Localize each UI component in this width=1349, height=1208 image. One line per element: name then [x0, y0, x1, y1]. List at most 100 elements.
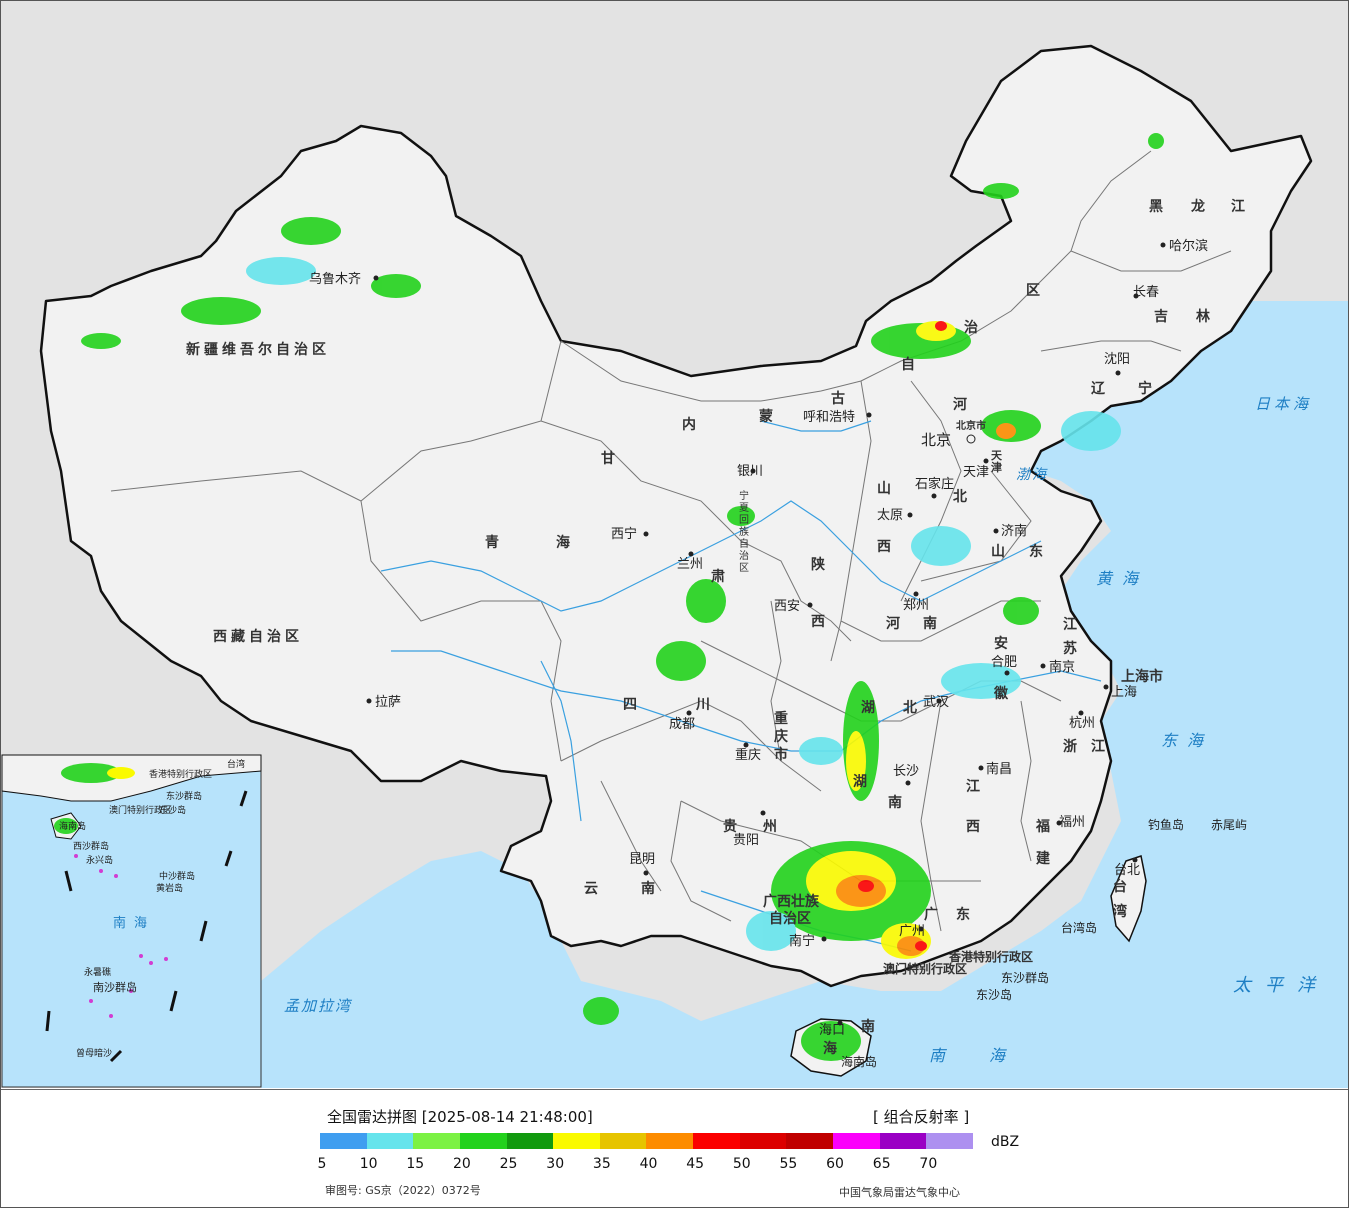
- legend-tick-label: 70: [919, 1156, 938, 1172]
- legend-tick-label: 50: [732, 1156, 751, 1172]
- legend-panel: 全国雷达拼图 [2025-08-14 21:48:00] [ 组合反射率 ] d…: [1, 1089, 1348, 1207]
- map-canvas: 新疆维吾尔自治区 西藏自治区 青 海 甘 肃 内 蒙 古 自 治 区 黑 龙 江…: [1, 1, 1348, 1088]
- label-hlj-2: 龙: [1190, 198, 1205, 215]
- city-hohhot: 呼和浩特: [803, 410, 855, 425]
- inset-dongsha-group: 东沙群岛: [166, 790, 202, 802]
- city-changsha: 长沙: [893, 764, 919, 779]
- island-hainan: 海南岛: [841, 1054, 877, 1069]
- label-hubei-1: 湖: [861, 700, 875, 716]
- legend-tick-label: 5: [317, 1156, 327, 1172]
- city-xian: 西安: [774, 599, 800, 614]
- legend-swatch: [599, 1133, 647, 1149]
- legend-swatch: [320, 1133, 367, 1149]
- legend-tick-label: 65: [872, 1156, 891, 1172]
- label-shaanxi-1: 陕: [811, 556, 825, 573]
- legend-unit: dBZ: [991, 1134, 1020, 1150]
- label-jilin-1: 吉: [1154, 308, 1168, 325]
- inset-south-sea: 南海: [113, 915, 155, 931]
- city-beijing: 北京: [921, 431, 951, 449]
- city-jinan: 济南: [1001, 523, 1027, 539]
- legend-swatch: [739, 1133, 787, 1149]
- label-yunnan-1: 云: [584, 881, 598, 897]
- label-hongkong: 香港特别行政区: [948, 949, 1033, 964]
- label-macau: 澳门特别行政区: [883, 961, 967, 976]
- city-nanchang: 南昌: [986, 761, 1012, 777]
- inset-xisha: 西沙群岛: [73, 840, 109, 852]
- legend-tick-label: 60: [826, 1156, 844, 1172]
- inset-huangyan: 黄岩岛: [156, 882, 183, 894]
- legend-title: 全国雷达拼图 [2025-08-14 21:48:00]: [327, 1108, 593, 1126]
- inset-macau: 澳门特别行政区: [109, 804, 172, 816]
- legend-swatch: [459, 1133, 507, 1149]
- label-jiangxi-2: 西: [966, 819, 980, 835]
- city-lhasa: 拉萨: [375, 695, 401, 710]
- legend-tick-label: 40: [639, 1156, 658, 1172]
- legend-tick-label: 30: [546, 1156, 565, 1172]
- city-nanning: 南宁: [789, 933, 815, 949]
- city-xining: 西宁: [611, 526, 637, 542]
- label-hubei-2: 北: [903, 700, 917, 716]
- city-shanghai: 上海: [1111, 685, 1137, 700]
- city-hangzhou: 杭州: [1069, 716, 1095, 731]
- south-china-sea-inset: [1, 754, 262, 1088]
- legend-swatch: [926, 1133, 973, 1149]
- sea-bohai: 渤海: [1016, 467, 1048, 483]
- city-zhengzhou: 郑州: [903, 598, 929, 613]
- label-nm-4: 自: [901, 356, 915, 373]
- inset-zengmu: 曾母暗沙: [76, 1047, 112, 1059]
- sea-area: [701, 301, 1348, 1088]
- legend-tick-label: 45: [686, 1156, 705, 1172]
- city-fuzhou: 福州: [1059, 815, 1085, 830]
- inset-nansha: 南沙群岛: [93, 980, 137, 994]
- label-jiangsu-2: 苏: [1063, 640, 1077, 657]
- city-kunming: 昆明: [629, 852, 655, 867]
- label-hainan-2: 南: [861, 1018, 875, 1035]
- label-hlj-3: 江: [1231, 198, 1245, 215]
- label-fujian-1: 福: [1035, 818, 1050, 835]
- label-nm-5: 治: [964, 319, 978, 336]
- legend-tick-label: 15: [406, 1156, 425, 1172]
- sea-area: [261, 851, 701, 1088]
- legend-tick-label: 10: [359, 1156, 378, 1172]
- sea-south: 南海: [929, 1046, 1049, 1065]
- legend-swatch: [553, 1133, 600, 1149]
- label-xizang: 西藏自治区: [213, 628, 303, 645]
- label-ningxia-6: 治: [739, 549, 749, 562]
- label-beijing: 北京市: [956, 419, 986, 432]
- radar-echoes: [81, 133, 1164, 1061]
- label-shanxi-2: 西: [877, 539, 891, 555]
- city-tianjin: 天津: [963, 465, 989, 480]
- label-guangxi-2: 自治区: [769, 910, 811, 927]
- label-yunnan-2: 南: [641, 880, 655, 897]
- label-guangxi-1: 广西壮族: [763, 893, 820, 910]
- label-gansu-2: 肃: [711, 568, 725, 585]
- label-anhui-1: 安: [994, 635, 1008, 652]
- legend-swatch: [506, 1133, 554, 1149]
- label-taiwan-1: 台: [1113, 878, 1127, 895]
- city-labels: 乌鲁木齐 拉萨 西宁 兰州 银川 呼和浩特 哈尔滨 长春 沈阳 北京 天津 石家…: [309, 238, 1208, 1038]
- city-haikou: 海口: [819, 1023, 845, 1038]
- city-harbin: 哈尔滨: [1169, 238, 1208, 254]
- city-chongqing: 重庆: [735, 747, 761, 763]
- label-jiangsu-1: 江: [1063, 616, 1077, 633]
- label-henan-1: 河: [886, 615, 900, 632]
- label-sichuan-2: 川: [695, 697, 710, 713]
- label-shanghai: 上海市: [1121, 668, 1163, 685]
- label-nm-3: 古: [831, 390, 845, 407]
- label-gansu-1: 甘: [601, 450, 615, 467]
- label-jilin-2: 林: [1196, 308, 1210, 325]
- legend-swatch: [833, 1133, 880, 1149]
- label-tianjin-2: 津: [991, 460, 1002, 474]
- city-wuhan: 武汉: [923, 695, 949, 710]
- label-hunan-2: 南: [888, 794, 902, 811]
- label-guizhou-1: 贵: [723, 818, 737, 835]
- city-nanjing: 南京: [1049, 659, 1075, 675]
- label-shaanxi-2: 西: [811, 614, 825, 630]
- label-hainan-1: 海: [823, 1040, 837, 1057]
- inset-dongsha: 东沙岛: [159, 804, 186, 816]
- label-shandong-2: 东: [1029, 543, 1043, 560]
- legend-tick-label: 20: [453, 1156, 471, 1172]
- island-dongsha: 东沙岛: [976, 987, 1012, 1002]
- label-hunan-1: 湖: [853, 774, 867, 790]
